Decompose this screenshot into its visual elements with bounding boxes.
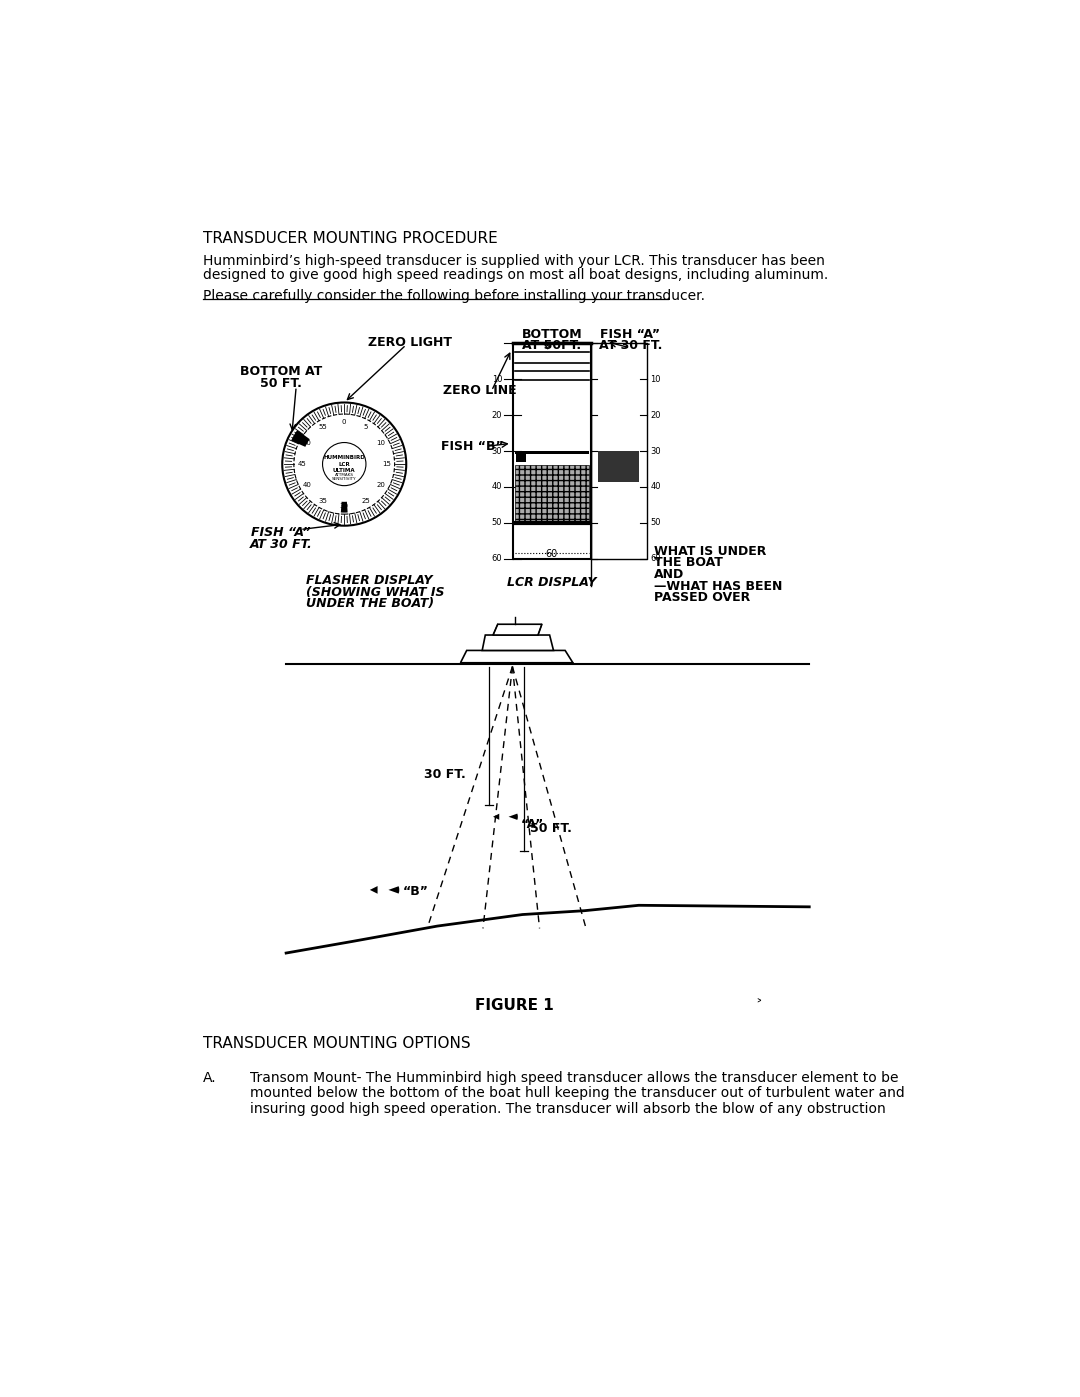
Text: 60: 60 — [650, 555, 661, 563]
Wedge shape — [389, 886, 400, 894]
Text: TRANSDUCER MOUNTING PROCEDURE: TRANSDUCER MOUNTING PROCEDURE — [203, 231, 498, 246]
Text: 40: 40 — [302, 482, 312, 489]
Text: AT 30 FT.: AT 30 FT. — [249, 538, 312, 550]
Wedge shape — [509, 813, 517, 820]
Polygon shape — [494, 813, 499, 820]
Text: 30: 30 — [340, 503, 349, 510]
Polygon shape — [482, 636, 554, 651]
Text: ATTMAKS: ATTMAKS — [335, 472, 354, 476]
Text: 20: 20 — [377, 482, 386, 489]
Text: 30: 30 — [491, 447, 502, 455]
Text: UNDER THE BOAT): UNDER THE BOAT) — [306, 598, 434, 610]
Polygon shape — [369, 886, 378, 894]
Text: 50 FT.: 50 FT. — [530, 821, 572, 835]
Bar — [516, 454, 526, 462]
Text: “B”: “B” — [403, 884, 429, 898]
Text: TRANSDUCER MOUNTING OPTIONS: TRANSDUCER MOUNTING OPTIONS — [203, 1037, 471, 1051]
Text: (SHOWING WHAT IS: (SHOWING WHAT IS — [306, 585, 444, 599]
Text: AND: AND — [654, 569, 685, 581]
Text: 30 FT.: 30 FT. — [424, 768, 465, 781]
Wedge shape — [292, 430, 310, 447]
Text: FLASHER DISPLAY: FLASHER DISPLAY — [306, 574, 432, 587]
Text: 60: 60 — [491, 555, 502, 563]
Bar — [515, 465, 590, 522]
Text: ZERO LIGHT: ZERO LIGHT — [368, 335, 453, 348]
Wedge shape — [341, 502, 348, 513]
Text: 55: 55 — [319, 425, 327, 430]
Text: THE BOAT: THE BOAT — [654, 556, 724, 570]
Polygon shape — [460, 651, 572, 662]
Text: Please carefully consider the following before installing your transducer.: Please carefully consider the following … — [203, 289, 705, 303]
Text: 40: 40 — [650, 482, 661, 492]
Text: 0: 0 — [342, 419, 347, 425]
Text: ZERO LINE: ZERO LINE — [444, 384, 517, 397]
Text: 20: 20 — [491, 411, 502, 419]
Text: 50 FT.: 50 FT. — [260, 377, 301, 390]
Bar — [513, 344, 591, 559]
Text: 40: 40 — [491, 482, 502, 492]
Text: 10: 10 — [491, 374, 502, 384]
Text: 45: 45 — [297, 461, 306, 467]
Bar — [598, 451, 638, 482]
Text: FIGURE 1: FIGURE 1 — [475, 997, 554, 1013]
Circle shape — [323, 443, 366, 486]
Text: HUMMINBIRD: HUMMINBIRD — [323, 455, 365, 461]
Text: ˃: ˃ — [755, 1000, 761, 1014]
Text: 25: 25 — [361, 497, 370, 504]
Text: 5: 5 — [363, 425, 368, 430]
Text: FISH “A”: FISH “A” — [251, 525, 310, 539]
Text: Transom Mount- The Humminbird high speed transducer allows the transducer elemen: Transom Mount- The Humminbird high speed… — [249, 1071, 899, 1085]
Text: 20: 20 — [650, 411, 661, 419]
Text: 10: 10 — [650, 374, 661, 384]
Text: 35: 35 — [319, 497, 327, 504]
Text: BOTTOM AT: BOTTOM AT — [240, 365, 322, 377]
Text: 50: 50 — [650, 518, 661, 527]
Text: 15: 15 — [382, 461, 391, 467]
Text: ULTIMA: ULTIMA — [333, 468, 355, 472]
Text: WHAT IS UNDER: WHAT IS UNDER — [654, 545, 767, 557]
Text: mounted below the bottom of the boat hull keeping the transducer out of turbulen: mounted below the bottom of the boat hul… — [249, 1087, 904, 1101]
Circle shape — [282, 402, 406, 525]
Text: Humminbird’s high-speed transducer is supplied with your LCR. This transducer ha: Humminbird’s high-speed transducer is su… — [203, 254, 825, 268]
Bar — [515, 451, 590, 454]
Text: LCR: LCR — [338, 461, 350, 467]
Bar — [591, 344, 647, 559]
Text: PASSED OVER: PASSED OVER — [654, 591, 751, 604]
Text: AT 30 FT.: AT 30 FT. — [598, 338, 662, 352]
Text: 50: 50 — [491, 518, 502, 527]
Text: FISH “A”: FISH “A” — [600, 328, 660, 341]
Text: BOTTOM: BOTTOM — [522, 328, 582, 341]
Polygon shape — [494, 624, 542, 636]
Text: 30: 30 — [650, 447, 661, 455]
Text: A.: A. — [203, 1071, 217, 1085]
Text: designed to give good high speed readings on most all boat designs, including al: designed to give good high speed reading… — [203, 268, 828, 282]
Text: 50: 50 — [302, 440, 312, 446]
Text: FISH “B”: FISH “B” — [441, 440, 503, 453]
Text: AT 50FT.: AT 50FT. — [523, 338, 581, 352]
Text: “A”: “A” — [521, 819, 544, 831]
Text: 10: 10 — [377, 440, 386, 446]
Text: SENSITIVITY: SENSITIVITY — [332, 478, 356, 482]
Text: 60: 60 — [545, 549, 558, 559]
Text: LCR DISPLAY: LCR DISPLAY — [508, 576, 597, 588]
Text: insuring good high speed operation. The transducer will absorb the blow of any o: insuring good high speed operation. The … — [249, 1102, 886, 1116]
Text: —WHAT HAS BEEN: —WHAT HAS BEEN — [654, 580, 783, 592]
